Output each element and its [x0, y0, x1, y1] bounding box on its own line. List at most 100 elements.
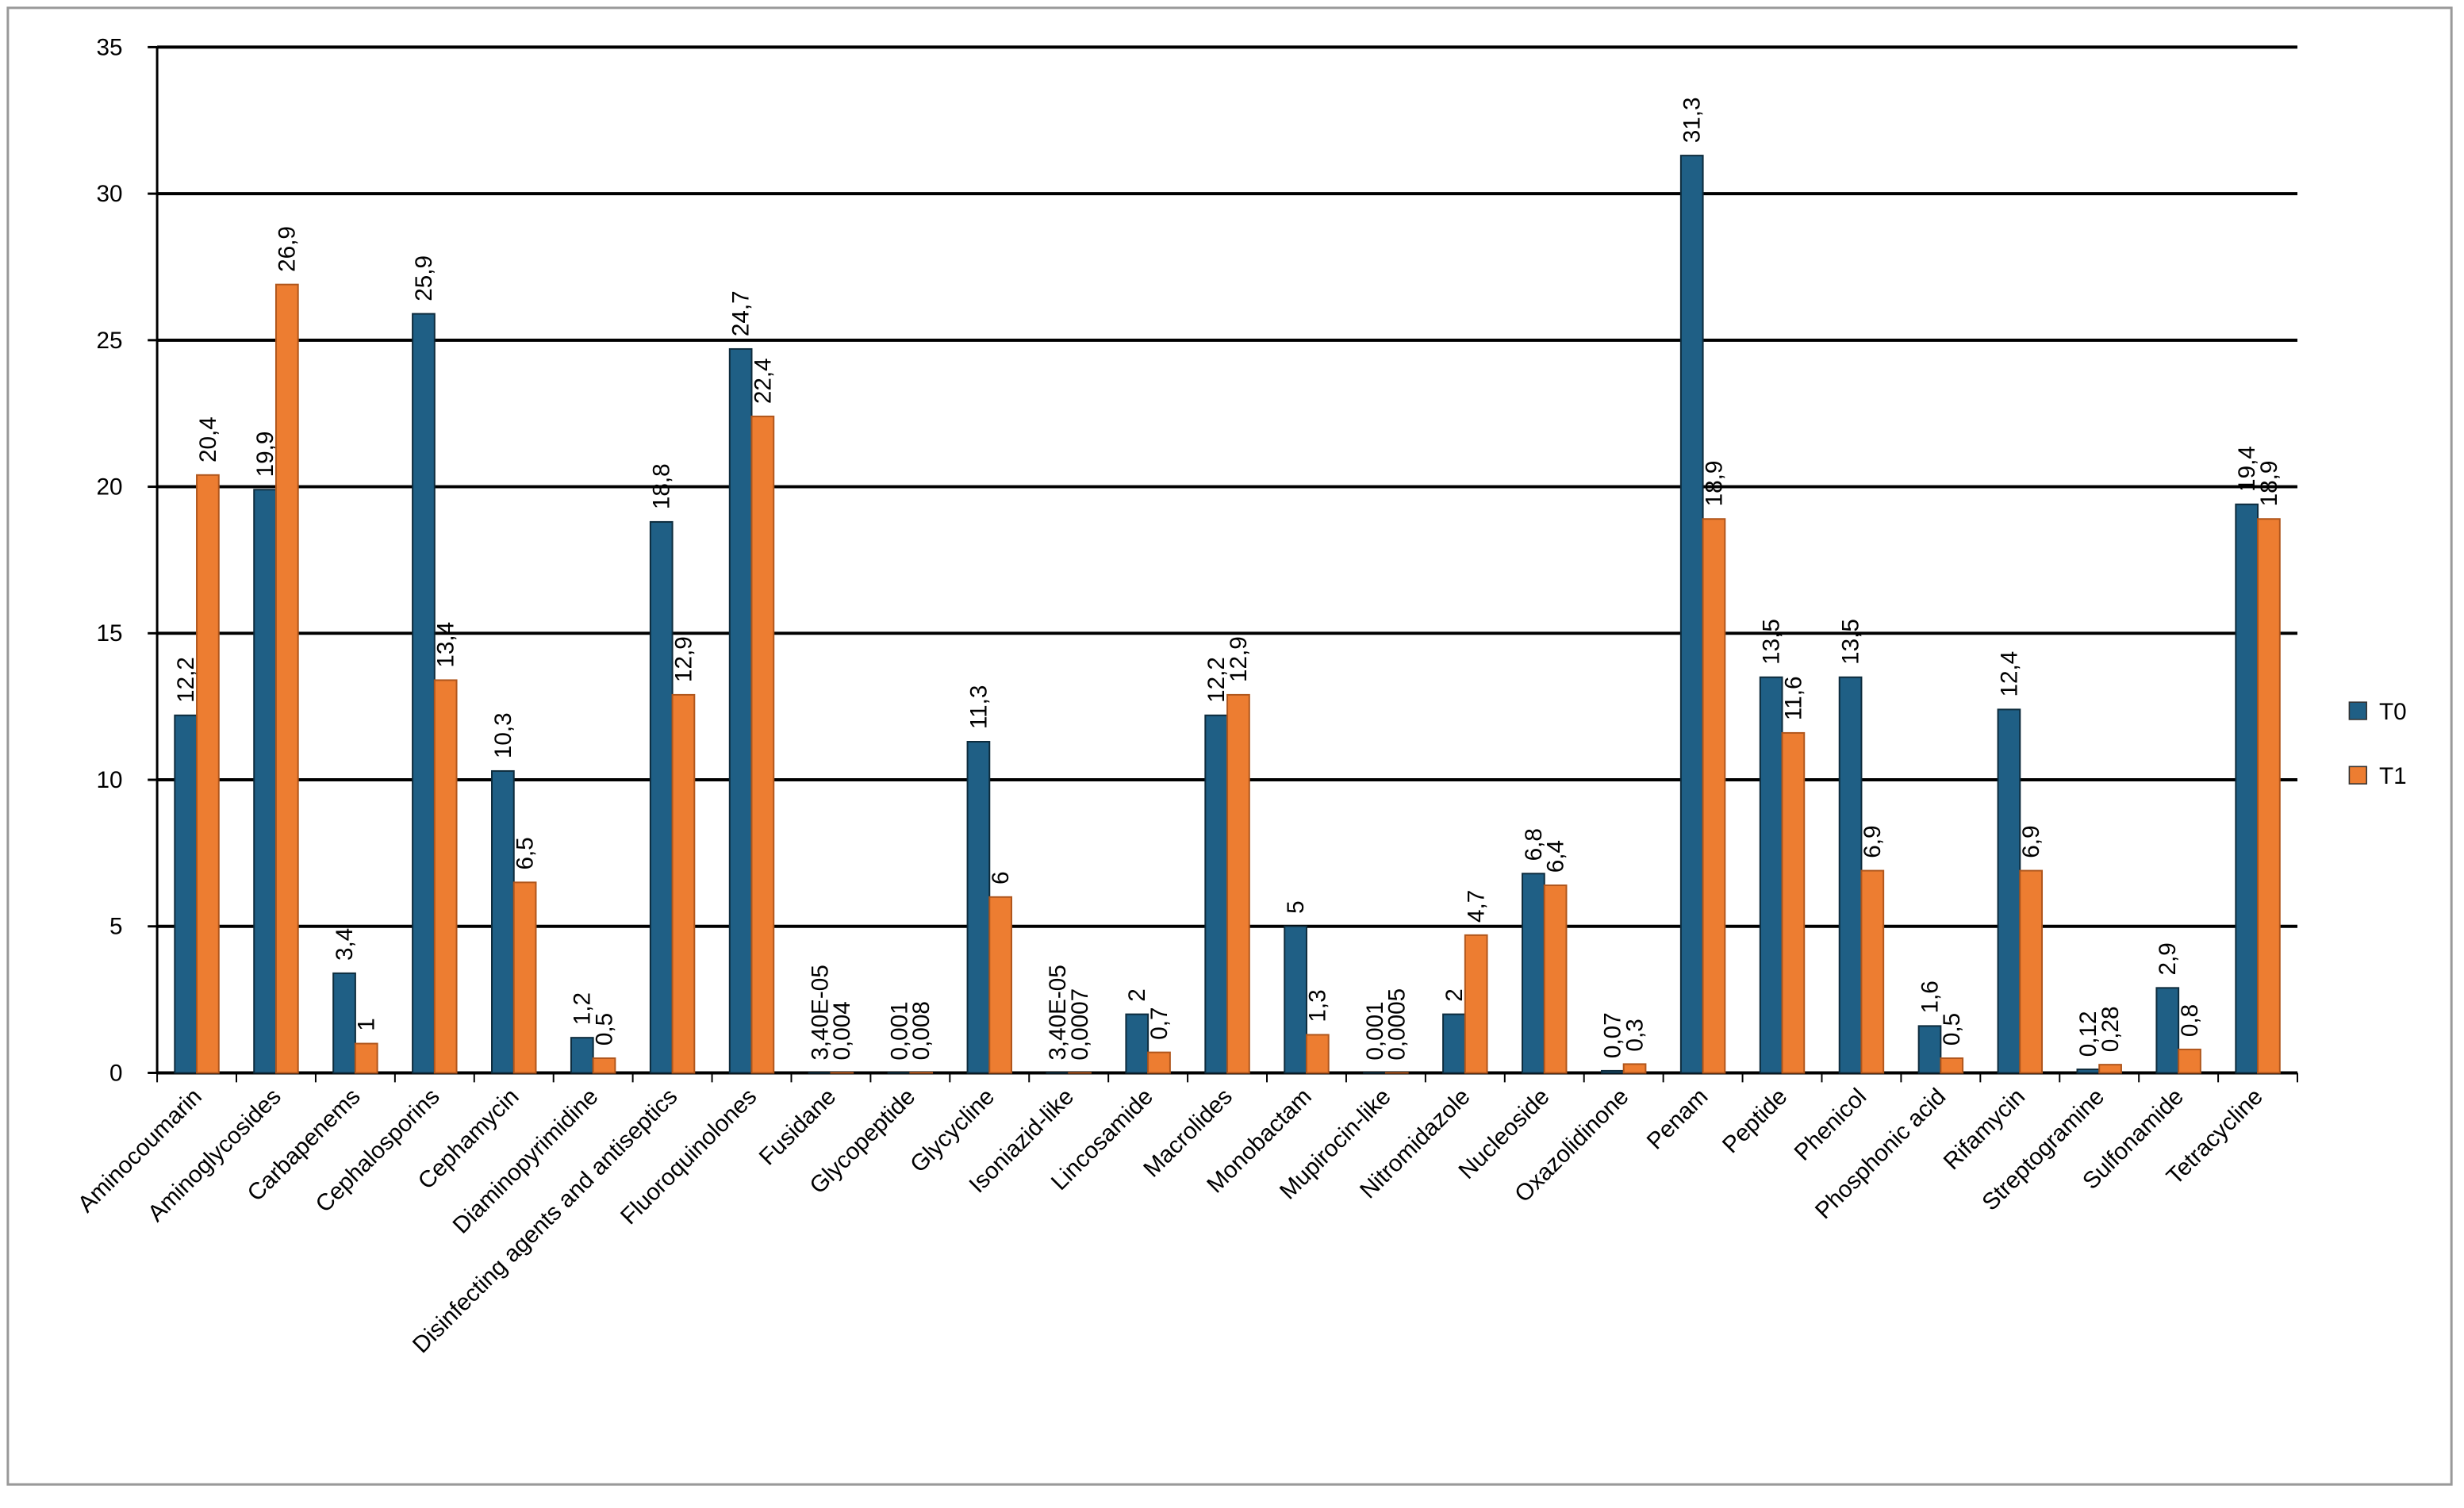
bar — [1759, 676, 1783, 1074]
bar — [174, 714, 198, 1074]
bar — [1204, 714, 1229, 1074]
bar — [649, 520, 674, 1074]
data-label: 1 — [354, 1018, 380, 1031]
data-label: 12,2 — [173, 657, 199, 703]
bar — [570, 1037, 594, 1074]
bar — [1781, 731, 1806, 1074]
bar — [1284, 925, 1307, 1074]
data-label: 4,7 — [1464, 890, 1490, 923]
bar — [196, 474, 220, 1074]
bar — [2076, 1069, 2101, 1074]
legend-swatch — [2348, 701, 2367, 720]
data-label: 12,2 — [1203, 657, 1230, 703]
data-label: 11,6 — [1780, 677, 1806, 721]
data-label: 6,4 — [1543, 840, 1569, 873]
data-label: 12,9 — [1226, 636, 1252, 682]
y-tick-label: 20 — [96, 474, 122, 500]
bar — [1940, 1057, 1964, 1074]
bar — [491, 769, 515, 1074]
bar — [274, 283, 299, 1074]
y-tick-label: 10 — [96, 767, 122, 793]
data-label: 18,9 — [2256, 461, 2282, 507]
data-label: 11,3 — [965, 685, 992, 730]
bar — [2155, 987, 2180, 1074]
data-label: 31,3 — [1679, 97, 1706, 143]
bar — [512, 881, 537, 1074]
data-label: 2 — [1441, 988, 1468, 1002]
bar — [1464, 934, 1488, 1074]
data-label: 0,28 — [2097, 1007, 2124, 1053]
data-label: 1,2 — [570, 992, 596, 1025]
bar — [1679, 155, 1704, 1074]
data-label: 0,8 — [2177, 1004, 2203, 1037]
bar — [671, 693, 696, 1074]
data-label: 0,008 — [908, 1001, 935, 1060]
data-label: 6,9 — [1860, 825, 1886, 858]
data-label: 1,3 — [1305, 989, 1331, 1022]
bar — [988, 896, 1013, 1074]
data-label: 2 — [1124, 988, 1150, 1002]
y-tick-label: 35 — [96, 34, 122, 60]
bar — [1622, 1063, 1647, 1074]
data-label: 6,8 — [1521, 828, 1547, 861]
bar — [592, 1057, 616, 1074]
data-label: 24,7 — [728, 290, 754, 336]
bar — [354, 1042, 378, 1074]
bar — [253, 489, 277, 1074]
data-label: 22,4 — [750, 358, 776, 404]
y-tick-label: 25 — [96, 328, 122, 354]
bar — [1860, 869, 1885, 1074]
bar — [1522, 873, 1545, 1074]
data-label: 3,4 — [332, 928, 358, 961]
data-label: 0,004 — [829, 1001, 855, 1060]
data-label: 0,5 — [591, 1013, 617, 1046]
data-label: 0,3 — [1622, 1019, 1648, 1051]
y-tick-label: 30 — [96, 181, 122, 207]
data-label: 18,8 — [649, 463, 675, 509]
bar — [2019, 869, 2044, 1074]
legend-label: T1 — [2379, 763, 2407, 789]
data-label: 19,4 — [2234, 446, 2260, 492]
data-label: 0,001 — [1362, 1001, 1388, 1060]
data-label: 20,4 — [195, 416, 221, 462]
data-label: 6 — [988, 871, 1014, 884]
y-tick-label: 5 — [109, 914, 123, 940]
data-label: 0,0007 — [1067, 988, 1093, 1061]
bar — [1305, 1034, 1330, 1074]
data-label: 0,5 — [1939, 1013, 1965, 1046]
data-label: 18,9 — [1701, 461, 1727, 507]
data-label: 26,9 — [274, 226, 301, 272]
data-label: 6,5 — [512, 837, 539, 869]
bar — [728, 347, 753, 1074]
bar — [1917, 1025, 1942, 1074]
data-label: 13,5 — [1759, 619, 1785, 665]
bar — [1543, 884, 1568, 1074]
bar — [1997, 708, 2021, 1074]
y-tick-label: 15 — [96, 620, 122, 647]
data-label: 0,001 — [886, 1001, 912, 1060]
bar — [1226, 693, 1250, 1074]
data-label: 12,4 — [1996, 651, 2022, 697]
bar — [433, 679, 458, 1074]
bar — [966, 741, 991, 1074]
data-label: 13,4 — [433, 622, 459, 668]
data-label: 0,0005 — [1384, 988, 1410, 1061]
data-label: 19,9 — [252, 432, 278, 478]
data-label: 6,9 — [2018, 825, 2044, 858]
bar — [1125, 1013, 1149, 1074]
data-label: 0,7 — [1146, 1007, 1173, 1040]
bar — [332, 972, 356, 1074]
data-label: 12,9 — [670, 636, 697, 682]
bar — [1600, 1069, 1625, 1074]
data-label: 3,40E-05 — [1045, 965, 1071, 1060]
data-label: 5 — [1283, 900, 1309, 914]
data-label: 1,6 — [1917, 980, 1943, 1013]
legend-label: T0 — [2379, 699, 2407, 725]
data-label: 2,9 — [2155, 942, 2181, 975]
bar — [1442, 1013, 1466, 1074]
data-label: 25,9 — [411, 255, 437, 301]
data-label: 13,5 — [1837, 619, 1863, 665]
bar — [2178, 1048, 2201, 1074]
